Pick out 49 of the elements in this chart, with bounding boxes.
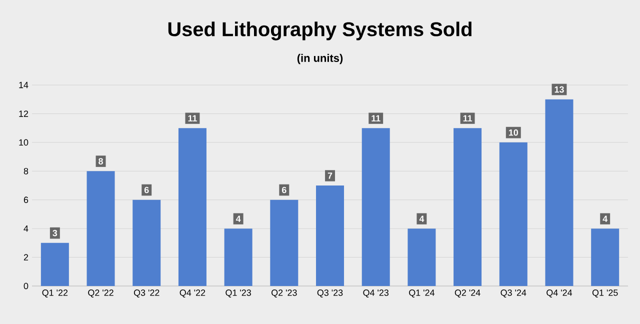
y-tick-label: 0	[24, 282, 28, 290]
x-tick-label: Q3 '22	[134, 290, 160, 298]
bar	[316, 186, 344, 286]
x-tick-label: Q2 '24	[454, 290, 480, 298]
data-label: 10	[508, 129, 518, 136]
bar	[362, 128, 390, 286]
chart-subtitle: (in units)	[297, 54, 343, 64]
y-tick-label: 10	[19, 139, 28, 146]
x-tick-label: Q1 '23	[226, 290, 251, 298]
x-tick-label: Q3 '24	[500, 290, 526, 298]
x-tick-label: Q1 '24	[409, 290, 434, 298]
bar	[499, 142, 528, 286]
bar	[454, 128, 482, 286]
x-tick-label: Q4 '23	[363, 290, 389, 298]
data-label: 6	[282, 186, 286, 194]
data-label: 4	[236, 216, 241, 222]
data-label: 4	[419, 216, 424, 222]
bar	[545, 99, 574, 286]
data-label: 6	[144, 186, 149, 194]
data-label: 7	[328, 172, 332, 179]
bar	[40, 242, 69, 286]
x-tick-label: Q1 '22	[42, 290, 68, 298]
chart-title: Used Lithography Systems Sold	[168, 22, 472, 40]
data-label: 4	[602, 216, 608, 222]
data-label: 3	[52, 230, 58, 236]
data-label: 13	[554, 86, 564, 93]
y-tick-label: 14	[19, 82, 28, 88]
data-label: 11	[463, 115, 472, 122]
x-tick-label: Q2 '22	[88, 290, 114, 298]
bar	[178, 128, 206, 286]
bar	[86, 171, 115, 286]
bar	[591, 228, 620, 286]
x-tick-label: Q2 '23	[272, 290, 297, 298]
x-tick-label: Q4 '22	[180, 290, 206, 298]
bar	[408, 228, 436, 286]
bar	[224, 228, 252, 286]
data-label: 11	[188, 115, 197, 122]
x-tick-label: Q3 '23	[317, 290, 343, 298]
x-tick-label: Q1 '25	[592, 290, 618, 298]
data-label: 8	[98, 158, 103, 164]
data-label: 11	[372, 115, 380, 122]
bar	[270, 200, 298, 286]
bar	[132, 200, 161, 286]
x-tick-label: Q4 '24	[546, 290, 572, 298]
y-tick-label: 12	[19, 110, 28, 117]
y-tick-label: 4	[24, 225, 28, 232]
y-tick-label: 6	[24, 196, 28, 204]
y-tick-label: 2	[24, 254, 28, 260]
y-tick-label: 8	[24, 168, 28, 174]
